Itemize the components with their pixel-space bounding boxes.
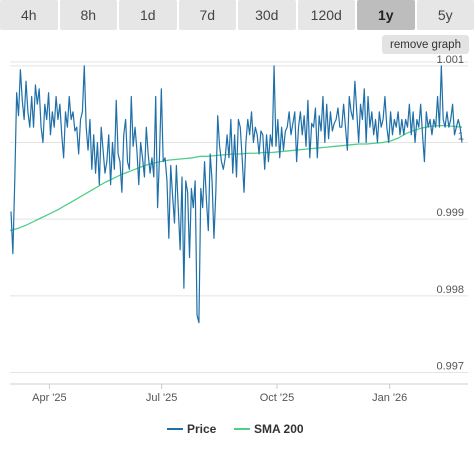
tab-8h[interactable]: 8h bbox=[59, 0, 117, 30]
chart-grid bbox=[10, 61, 468, 385]
x-axis-ticks: Apr '25 Jul '25 Oct '25 Jan '26 bbox=[32, 384, 407, 404]
tab-5y[interactable]: 5y bbox=[416, 0, 474, 30]
chart-series bbox=[9, 65, 463, 324]
x-tick-label: Oct '25 bbox=[260, 392, 295, 404]
y-tick-label: 0.999 bbox=[436, 207, 464, 219]
x-tick-label: Jul '25 bbox=[146, 392, 177, 404]
x-tick-label: Apr '25 bbox=[32, 392, 67, 404]
remove-graph-button[interactable]: remove graph bbox=[382, 35, 469, 54]
tab-7d[interactable]: 7d bbox=[178, 0, 236, 30]
chart-legend: Price SMA 200 bbox=[167, 422, 304, 436]
price-line bbox=[10, 65, 463, 324]
y-tick-label: 1.001 bbox=[436, 54, 464, 66]
y-tick-label: 0.998 bbox=[436, 284, 464, 296]
y-tick-label: 0.997 bbox=[436, 361, 464, 373]
x-tick-label: Jan '26 bbox=[372, 392, 407, 404]
tab-1y[interactable]: 1y bbox=[357, 0, 415, 30]
legend-label[interactable]: SMA 200 bbox=[254, 422, 304, 436]
tab-120d[interactable]: 120d bbox=[297, 0, 355, 30]
timeframe-tabs: 4h 8h 1d 7d 30d 120d 1y 5y bbox=[0, 0, 474, 30]
tab-30d[interactable]: 30d bbox=[238, 0, 296, 30]
legend-label[interactable]: Price bbox=[187, 422, 217, 436]
tab-1d[interactable]: 1d bbox=[119, 0, 177, 30]
tab-4h[interactable]: 4h bbox=[0, 0, 58, 30]
